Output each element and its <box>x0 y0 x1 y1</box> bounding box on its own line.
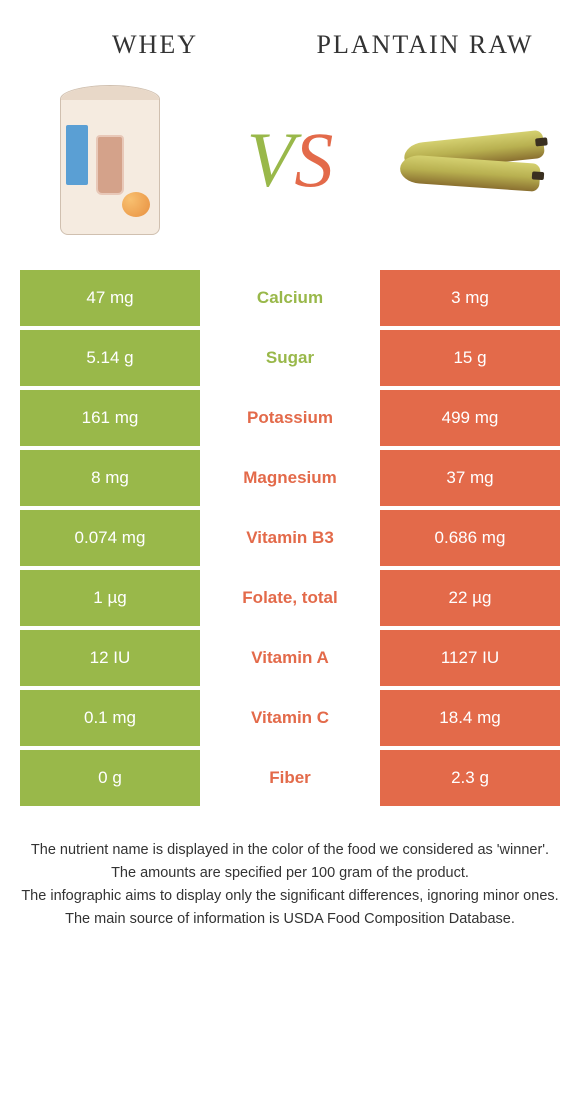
cell-left-value: 161 mg <box>20 390 200 446</box>
cell-nutrient-name: Fiber <box>200 750 380 806</box>
vs-char-s: S <box>294 115 333 205</box>
plantain-illustration <box>400 125 540 195</box>
cell-right-value: 2.3 g <box>380 750 560 806</box>
cell-right-value: 1127 IU <box>380 630 560 686</box>
cell-right-value: 37 mg <box>380 450 560 506</box>
footer-line: The infographic aims to display only the… <box>20 886 560 907</box>
table-row: 12 IUVitamin A1127 IU <box>20 630 560 686</box>
cell-right-value: 22 µg <box>380 570 560 626</box>
table-row: 47 mgCalcium3 mg <box>20 270 560 326</box>
cell-nutrient-name: Vitamin C <box>200 690 380 746</box>
cell-nutrient-name: Sugar <box>200 330 380 386</box>
food-title-left: WHEY <box>20 30 290 60</box>
table-row: 161 mgPotassium499 mg <box>20 390 560 446</box>
cell-right-value: 15 g <box>380 330 560 386</box>
cell-right-value: 3 mg <box>380 270 560 326</box>
cell-nutrient-name: Vitamin B3 <box>200 510 380 566</box>
cell-left-value: 0.074 mg <box>20 510 200 566</box>
footer-line: The amounts are specified per 100 gram o… <box>20 863 560 884</box>
vs-char-v: V <box>247 115 295 205</box>
table-row: 0.1 mgVitamin C18.4 mg <box>20 690 560 746</box>
cell-nutrient-name: Calcium <box>200 270 380 326</box>
cell-left-value: 47 mg <box>20 270 200 326</box>
comparison-table: 47 mgCalcium3 mg5.14 gSugar15 g161 mgPot… <box>20 270 560 806</box>
cell-left-value: 8 mg <box>20 450 200 506</box>
table-row: 8 mgMagnesium37 mg <box>20 450 560 506</box>
footer-notes: The nutrient name is displayed in the co… <box>0 810 580 930</box>
table-row: 1 µgFolate, total22 µg <box>20 570 560 626</box>
cell-left-value: 1 µg <box>20 570 200 626</box>
cell-left-value: 5.14 g <box>20 330 200 386</box>
footer-line: The nutrient name is displayed in the co… <box>20 840 560 861</box>
cell-left-value: 0 g <box>20 750 200 806</box>
cell-left-value: 0.1 mg <box>20 690 200 746</box>
cell-nutrient-name: Folate, total <box>200 570 380 626</box>
vs-text: VS <box>247 115 334 205</box>
food-image-left <box>40 80 180 240</box>
footer-line: The main source of information is USDA F… <box>20 909 560 930</box>
whey-illustration <box>60 85 160 235</box>
cell-right-value: 499 mg <box>380 390 560 446</box>
images-row: VS <box>0 70 580 270</box>
cell-nutrient-name: Magnesium <box>200 450 380 506</box>
cell-nutrient-name: Vitamin A <box>200 630 380 686</box>
table-row: 5.14 gSugar15 g <box>20 330 560 386</box>
cell-left-value: 12 IU <box>20 630 200 686</box>
cell-nutrient-name: Potassium <box>200 390 380 446</box>
food-title-right: PLANTAIN RAW <box>290 30 560 60</box>
header: WHEY PLANTAIN RAW <box>0 0 580 70</box>
cell-right-value: 18.4 mg <box>380 690 560 746</box>
food-image-right <box>400 80 540 240</box>
table-row: 0.074 mgVitamin B30.686 mg <box>20 510 560 566</box>
table-row: 0 gFiber2.3 g <box>20 750 560 806</box>
cell-right-value: 0.686 mg <box>380 510 560 566</box>
